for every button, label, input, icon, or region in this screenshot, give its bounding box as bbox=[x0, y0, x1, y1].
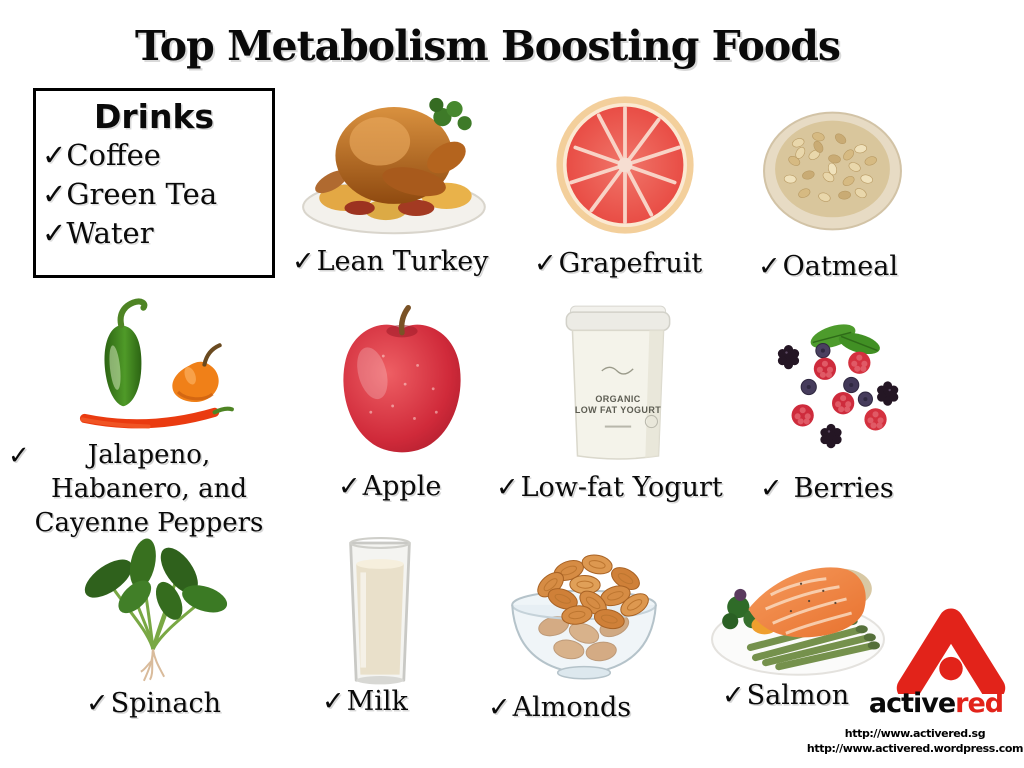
yogurt-jar-image bbox=[565, 305, 671, 460]
spinach-image bbox=[84, 538, 228, 682]
apple-image bbox=[343, 304, 461, 453]
label-text: Salmon bbox=[746, 680, 850, 711]
logo-wordmark-black: active bbox=[868, 688, 956, 719]
label-text: Grapefruit bbox=[558, 248, 703, 279]
check-icon: ✓ bbox=[338, 471, 361, 502]
logo-url-1[interactable]: http://www.activered.sg bbox=[844, 727, 986, 740]
food-label-oatmeal: ✓Oatmeal bbox=[758, 251, 898, 282]
food-label-salmon: ✓Salmon bbox=[722, 680, 849, 711]
food-label-spinach: ✓Spinach bbox=[86, 688, 221, 719]
yogurt-jar-label: ORGANIC LOW FAT YOGURT bbox=[574, 394, 662, 415]
blueberries bbox=[800, 342, 873, 407]
label-text: Jalapeno, Habanero, and Cayenne Peppers bbox=[34, 440, 264, 538]
drinks-title: Drinks bbox=[93, 97, 215, 136]
check-icon: ✓ bbox=[496, 472, 519, 503]
check-icon: ✓ bbox=[292, 246, 315, 277]
logo-url-2[interactable]: http://www.activered.wordpress.com bbox=[806, 742, 1024, 755]
logo-a-icon bbox=[896, 608, 1006, 694]
drink-label: Water bbox=[66, 216, 154, 250]
drink-item-water: ✓Water bbox=[42, 214, 272, 253]
roast-turkey-image bbox=[302, 97, 486, 235]
grapefruit-image bbox=[556, 96, 694, 234]
drink-item-coffee: ✓Coffee bbox=[42, 136, 272, 175]
food-label-apple: ✓Apple bbox=[338, 471, 441, 502]
raspberries bbox=[791, 351, 887, 431]
drink-item-green-tea: ✓Green Tea bbox=[42, 175, 272, 214]
label-text: Oatmeal bbox=[782, 251, 899, 282]
check-icon: ✓ bbox=[758, 251, 781, 282]
check-icon: ✓ bbox=[322, 686, 345, 717]
check-icon: ✓ bbox=[42, 138, 67, 172]
food-label-lean-turkey: ✓Lean Turkey bbox=[292, 246, 489, 277]
blackberries bbox=[777, 345, 899, 449]
peppers-image bbox=[79, 298, 234, 429]
food-label-almonds: ✓Almonds bbox=[488, 692, 631, 723]
logo-wordmark-red: red bbox=[955, 688, 1004, 719]
check-icon: ✓ bbox=[86, 688, 109, 719]
check-icon: ✓ bbox=[722, 680, 745, 711]
almonds-bowl-image bbox=[511, 554, 657, 680]
food-label-peppers: ✓ Jalapeno, Habanero, and Cayenne Peppers bbox=[8, 438, 280, 540]
label-text: Apple bbox=[362, 471, 442, 502]
milk-glass-image bbox=[349, 537, 411, 685]
logo-urls: http://www.activered.sg http://www.activ… bbox=[806, 726, 1024, 756]
label-text: Almonds bbox=[512, 692, 632, 723]
check-icon: ✓ bbox=[534, 248, 557, 279]
check-icon: ✓ bbox=[42, 216, 67, 250]
logo-wordmark: activered bbox=[846, 688, 1024, 719]
salmon-plate-image bbox=[711, 567, 885, 676]
label-text: Milk bbox=[346, 686, 408, 717]
label-text: Berries bbox=[793, 473, 894, 504]
food-label-milk: ✓Milk bbox=[322, 686, 408, 717]
drink-label: Green Tea bbox=[66, 177, 218, 211]
food-label-grapefruit: ✓Grapefruit bbox=[534, 248, 702, 279]
food-label-berries: ✓ Berries bbox=[760, 473, 894, 504]
label-text: Lean Turkey bbox=[316, 246, 489, 277]
label-text: Spinach bbox=[110, 688, 222, 719]
drink-label: Coffee bbox=[66, 138, 161, 172]
check-icon: ✓ bbox=[760, 473, 783, 504]
check-icon: ✓ bbox=[8, 441, 30, 471]
page-title: Top Metabolism Boosting Foods bbox=[135, 22, 841, 70]
label-text: Low-fat Yogurt bbox=[520, 472, 723, 503]
oatmeal-bowl-image bbox=[763, 111, 902, 231]
berries-image bbox=[777, 324, 899, 449]
check-icon: ✓ bbox=[488, 692, 511, 723]
drinks-box: Drinks ✓Coffee ✓Green Tea ✓Water bbox=[33, 88, 275, 278]
food-label-low-fat-yogurt: ✓Low-fat Yogurt bbox=[496, 472, 723, 503]
check-icon: ✓ bbox=[42, 177, 67, 211]
